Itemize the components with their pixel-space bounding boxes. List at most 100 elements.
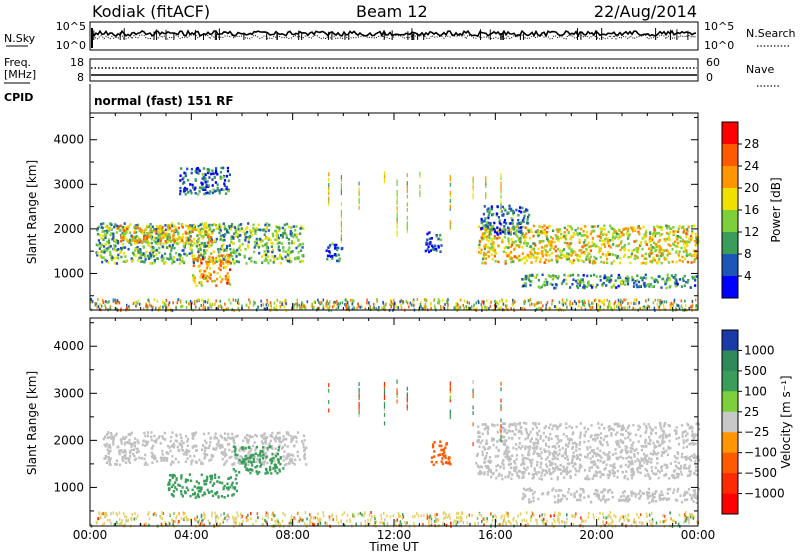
power-cell bbox=[546, 238, 549, 242]
power-cell bbox=[508, 204, 511, 208]
velocity-cell bbox=[443, 451, 446, 454]
power-cell bbox=[159, 234, 162, 237]
power-cell bbox=[146, 243, 149, 247]
power-cell bbox=[333, 243, 336, 247]
velocity-cell bbox=[629, 446, 632, 450]
power-cell bbox=[212, 188, 215, 192]
power-cell bbox=[609, 302, 611, 306]
power-cell bbox=[115, 239, 118, 242]
power-cell bbox=[485, 305, 487, 309]
power-cell bbox=[189, 183, 192, 186]
power-cell bbox=[106, 240, 109, 244]
power-cell bbox=[400, 306, 403, 310]
velocity-cell bbox=[107, 458, 110, 462]
velocity-cell bbox=[568, 439, 571, 442]
power-cell bbox=[197, 193, 200, 196]
power-cell bbox=[434, 244, 437, 248]
velocity-cell bbox=[477, 435, 480, 438]
velocity-cell bbox=[477, 466, 480, 469]
power-cell bbox=[679, 236, 682, 240]
velocity-cell bbox=[685, 458, 688, 461]
velocity-cell bbox=[214, 492, 217, 495]
velocity-cell bbox=[231, 450, 234, 453]
power-cell bbox=[563, 278, 566, 282]
power-cell bbox=[129, 223, 132, 226]
power-cell bbox=[685, 235, 688, 238]
power-cell bbox=[109, 253, 112, 257]
power-cell bbox=[145, 304, 147, 308]
velocity-cell bbox=[515, 454, 519, 457]
power-cell bbox=[576, 286, 580, 290]
power-cell bbox=[185, 239, 188, 242]
power-cell bbox=[189, 231, 193, 234]
power-cell bbox=[200, 230, 203, 234]
power-cell bbox=[644, 252, 647, 256]
power-cell bbox=[591, 286, 594, 289]
velocity-cell bbox=[593, 434, 597, 437]
power-cell bbox=[193, 224, 196, 228]
power-cell bbox=[530, 247, 533, 251]
power-cell bbox=[523, 234, 526, 237]
power-cell bbox=[128, 231, 131, 234]
velocity-cell bbox=[526, 446, 530, 449]
cpid-row: CPID normal (fast) 151 RF bbox=[4, 84, 234, 113]
velocity-cell bbox=[221, 443, 224, 447]
power-cell bbox=[543, 283, 546, 287]
velocity-cell bbox=[628, 464, 631, 467]
power-cell bbox=[107, 247, 110, 250]
power-cell bbox=[518, 226, 521, 230]
power-cell bbox=[114, 261, 117, 265]
power-cell bbox=[227, 179, 230, 183]
power-cell bbox=[665, 300, 668, 304]
power-cell bbox=[498, 221, 501, 225]
velocity-cell bbox=[542, 469, 545, 472]
power-cell bbox=[109, 305, 112, 309]
power-cell bbox=[541, 273, 544, 277]
velocity-cell bbox=[234, 453, 237, 456]
power-ytick-label: 4000 bbox=[53, 133, 84, 147]
power-cell bbox=[190, 171, 193, 175]
power-cell bbox=[549, 235, 553, 239]
power-cell bbox=[673, 240, 677, 243]
power-cell bbox=[664, 282, 667, 286]
power-cell bbox=[358, 187, 360, 191]
power-cell bbox=[667, 243, 670, 246]
power-cell bbox=[509, 245, 512, 249]
velocity-cell bbox=[117, 445, 120, 448]
power-cell bbox=[126, 303, 128, 307]
power-cell bbox=[229, 283, 232, 286]
velocity-cell bbox=[509, 457, 512, 461]
power-cell bbox=[595, 298, 597, 302]
power-cell bbox=[291, 250, 294, 253]
power-cell bbox=[195, 168, 198, 171]
velocity-cell bbox=[137, 441, 140, 445]
power-cell bbox=[513, 241, 516, 244]
power-cell bbox=[489, 231, 492, 234]
velocity-cell bbox=[255, 460, 258, 464]
power-cell bbox=[182, 244, 185, 248]
power-cell bbox=[683, 229, 686, 232]
power-cell bbox=[641, 247, 644, 251]
power-cell bbox=[220, 280, 223, 284]
power-cell bbox=[610, 226, 613, 230]
power-cell bbox=[205, 183, 208, 187]
velocity-cell bbox=[132, 448, 135, 451]
power-cell bbox=[208, 255, 211, 259]
velocity-cell bbox=[244, 454, 247, 458]
power-cell bbox=[124, 236, 127, 239]
power-cell bbox=[601, 252, 604, 256]
power-cell bbox=[207, 170, 210, 173]
velocity-cell bbox=[274, 463, 278, 467]
velocity-cell bbox=[438, 453, 442, 456]
power-cell bbox=[120, 255, 123, 259]
power-cell bbox=[668, 252, 671, 255]
velocity-cell bbox=[241, 461, 244, 465]
power-cell bbox=[222, 222, 225, 226]
power-cell bbox=[297, 251, 300, 254]
velocity-cell bbox=[234, 448, 237, 451]
power-cell bbox=[137, 259, 140, 262]
power-cell bbox=[311, 302, 313, 306]
power-cell bbox=[287, 248, 290, 252]
velocity-cell bbox=[599, 449, 602, 453]
power-cell bbox=[616, 256, 619, 260]
